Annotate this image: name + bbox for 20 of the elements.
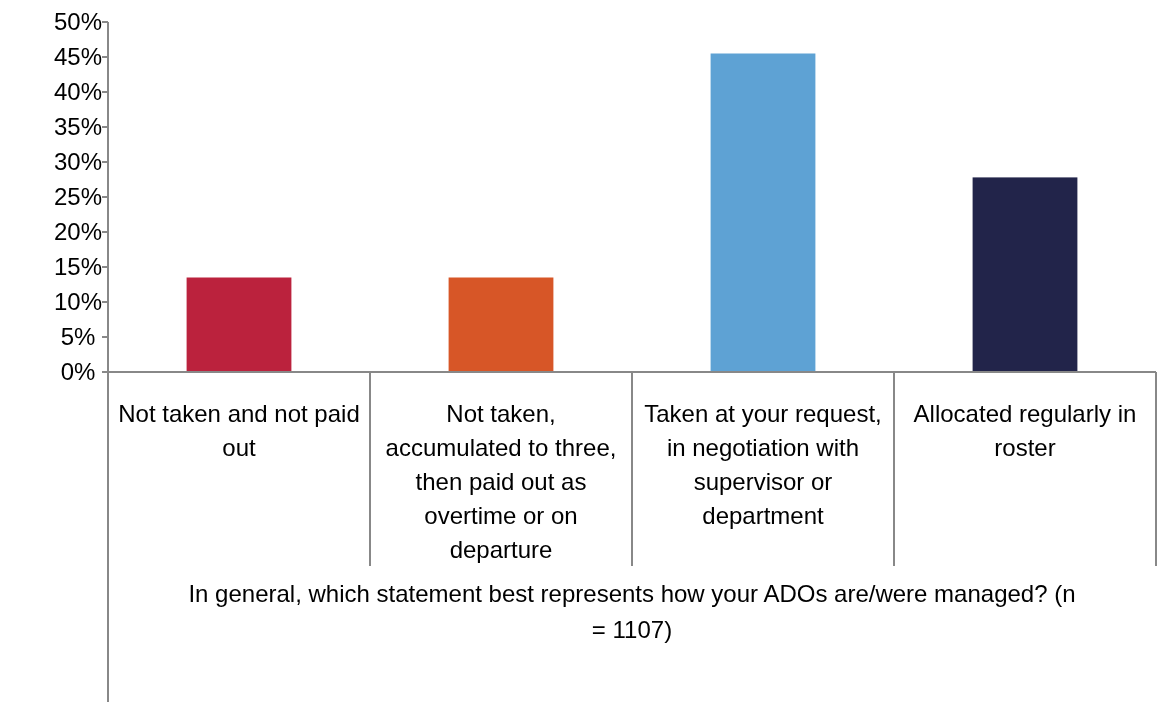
y-tick-label: 45%	[53, 43, 103, 71]
x-tick-label: Not taken, accumulated to three, then paid out as overtime or on departure	[385, 400, 617, 563]
y-tick-label: 15%	[53, 253, 103, 281]
y-tick-label: 20%	[53, 218, 103, 246]
bar	[448, 277, 554, 372]
x-axis-title: In general, which statement best represents how your ADOs are/were managed? (n = 1107)	[188, 580, 1076, 643]
y-tick-label: 50%	[53, 8, 103, 36]
bar	[972, 177, 1078, 372]
y-tick-label: 25%	[53, 183, 103, 211]
y-tick-label: 35%	[53, 113, 103, 141]
y-tick-label: 30%	[53, 148, 103, 176]
y-tick-label: 0%	[60, 358, 96, 386]
x-tick-label: Taken at your request, in negotiation with supervisor or department	[644, 400, 882, 529]
y-tick-label: 10%	[53, 288, 103, 316]
y-tick-label: 5%	[60, 323, 96, 351]
bar	[710, 53, 816, 372]
x-tick-label: Not taken and not paid out	[118, 400, 360, 461]
bar	[186, 277, 292, 372]
x-tick-label: Allocated regularly in roster	[913, 400, 1137, 461]
y-tick-label: 40%	[53, 78, 103, 106]
